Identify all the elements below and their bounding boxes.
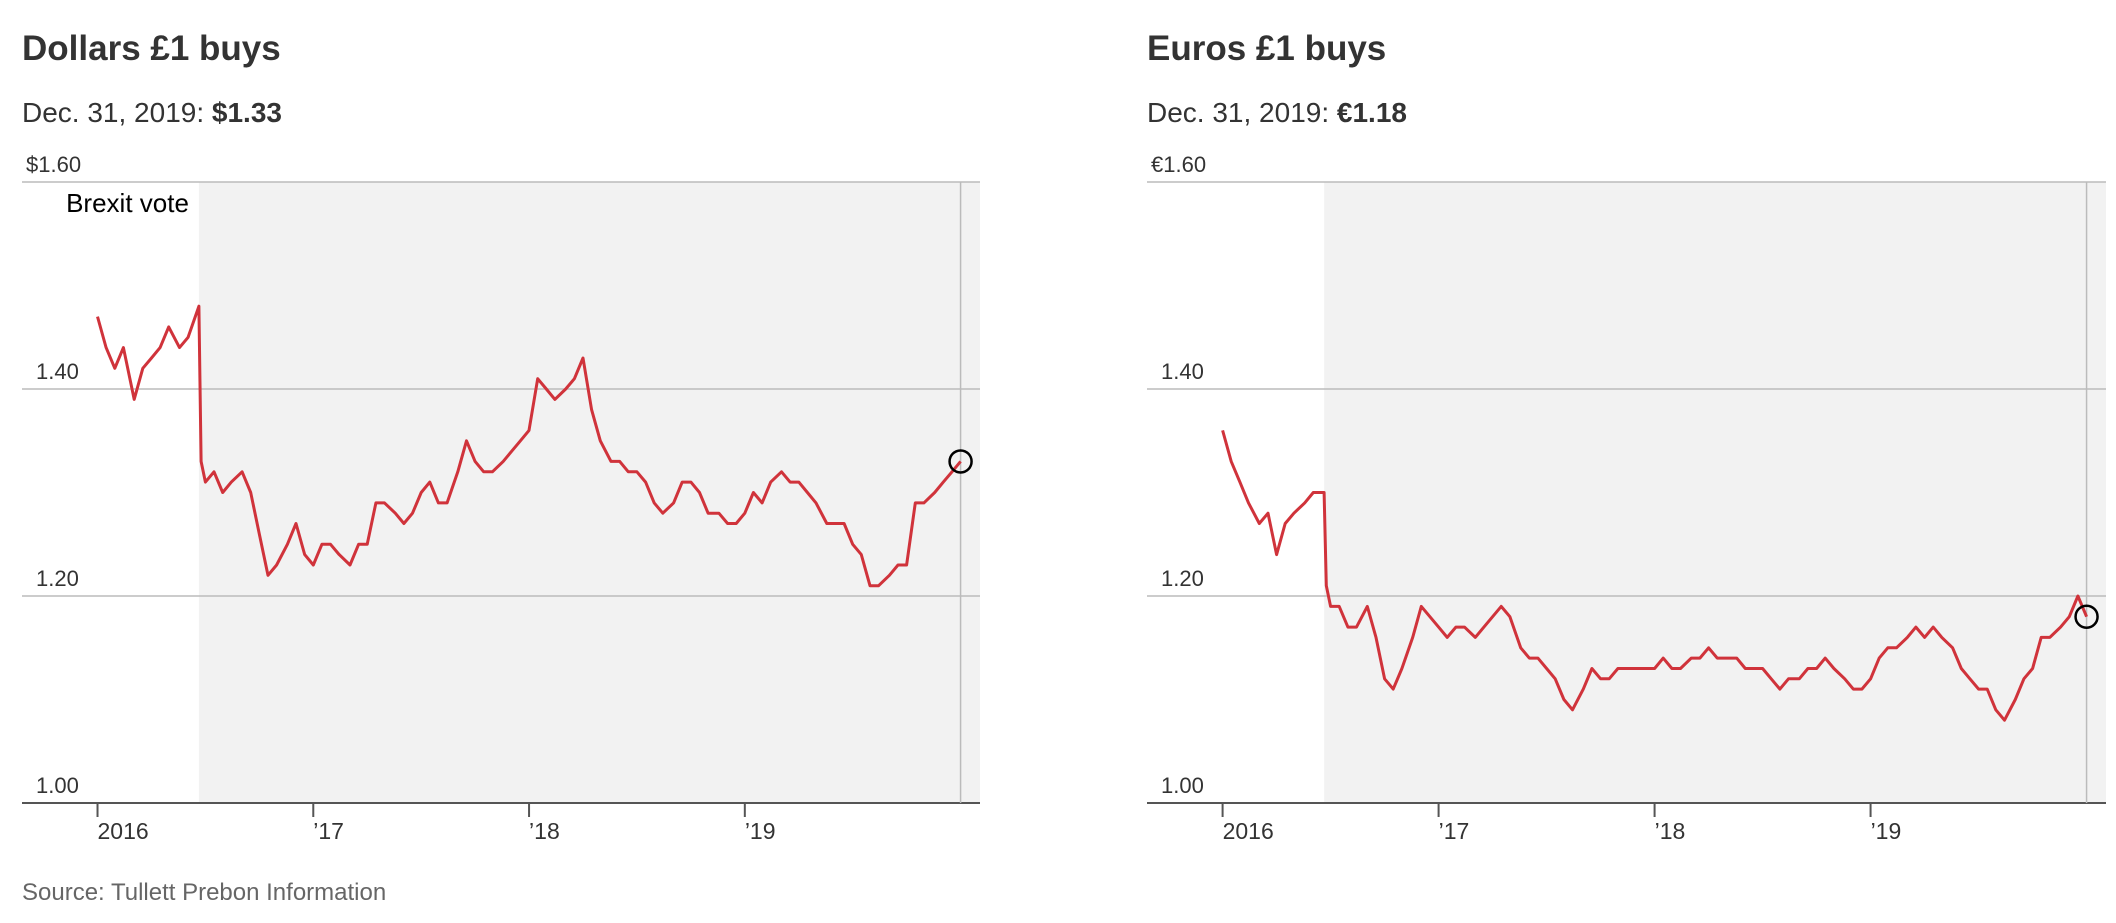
annotation: Brexit vote [66,188,189,218]
latest-label: $1.33 [212,97,282,128]
data-line [1221,429,2088,722]
latest-marker [948,449,973,474]
subtitle-date: Dec. 31, 2019: [22,97,204,128]
x-tick-label: ’19 [745,818,776,844]
chart-title: Dollars £1 buys [22,29,281,68]
subtitle: Dec. 31, 2019: $1.33 [22,97,282,128]
x-tick-label: ’18 [1655,818,1686,844]
y-tick-label: $1.60 [26,152,81,177]
y-tick-label: 1.00 [1161,773,1204,798]
post-brexit-shade [1324,182,2106,803]
y-tick-label: 1.40 [1161,359,1204,384]
data-line [96,304,962,588]
y-tick-label: 1.20 [1161,566,1204,591]
latest-label: €1.18 [1337,97,1407,128]
y-tick-label: 1.00 [36,773,79,798]
latest-marker [2074,604,2099,629]
y-tick-label: €1.60 [1151,152,1206,177]
chart-title: Euros £1 buys [1147,29,1386,68]
y-tick-label: 1.40 [36,359,79,384]
x-tick-label: ’19 [1871,818,1902,844]
y-tick-label: 1.20 [36,566,79,591]
x-tick-label: ’17 [1439,818,1470,844]
x-tick-label: 2016 [98,818,149,844]
source: Source: Tullett Prebon Information [22,879,386,906]
x-tick-label: 2016 [1223,818,1274,844]
subtitle-date: Dec. 31, 2019: [1147,97,1329,128]
post-brexit-shade [198,182,981,803]
x-tick-label: ’18 [529,818,560,844]
x-tick-label: ’17 [313,818,344,844]
subtitle: Dec. 31, 2019: €1.18 [1147,97,1407,128]
